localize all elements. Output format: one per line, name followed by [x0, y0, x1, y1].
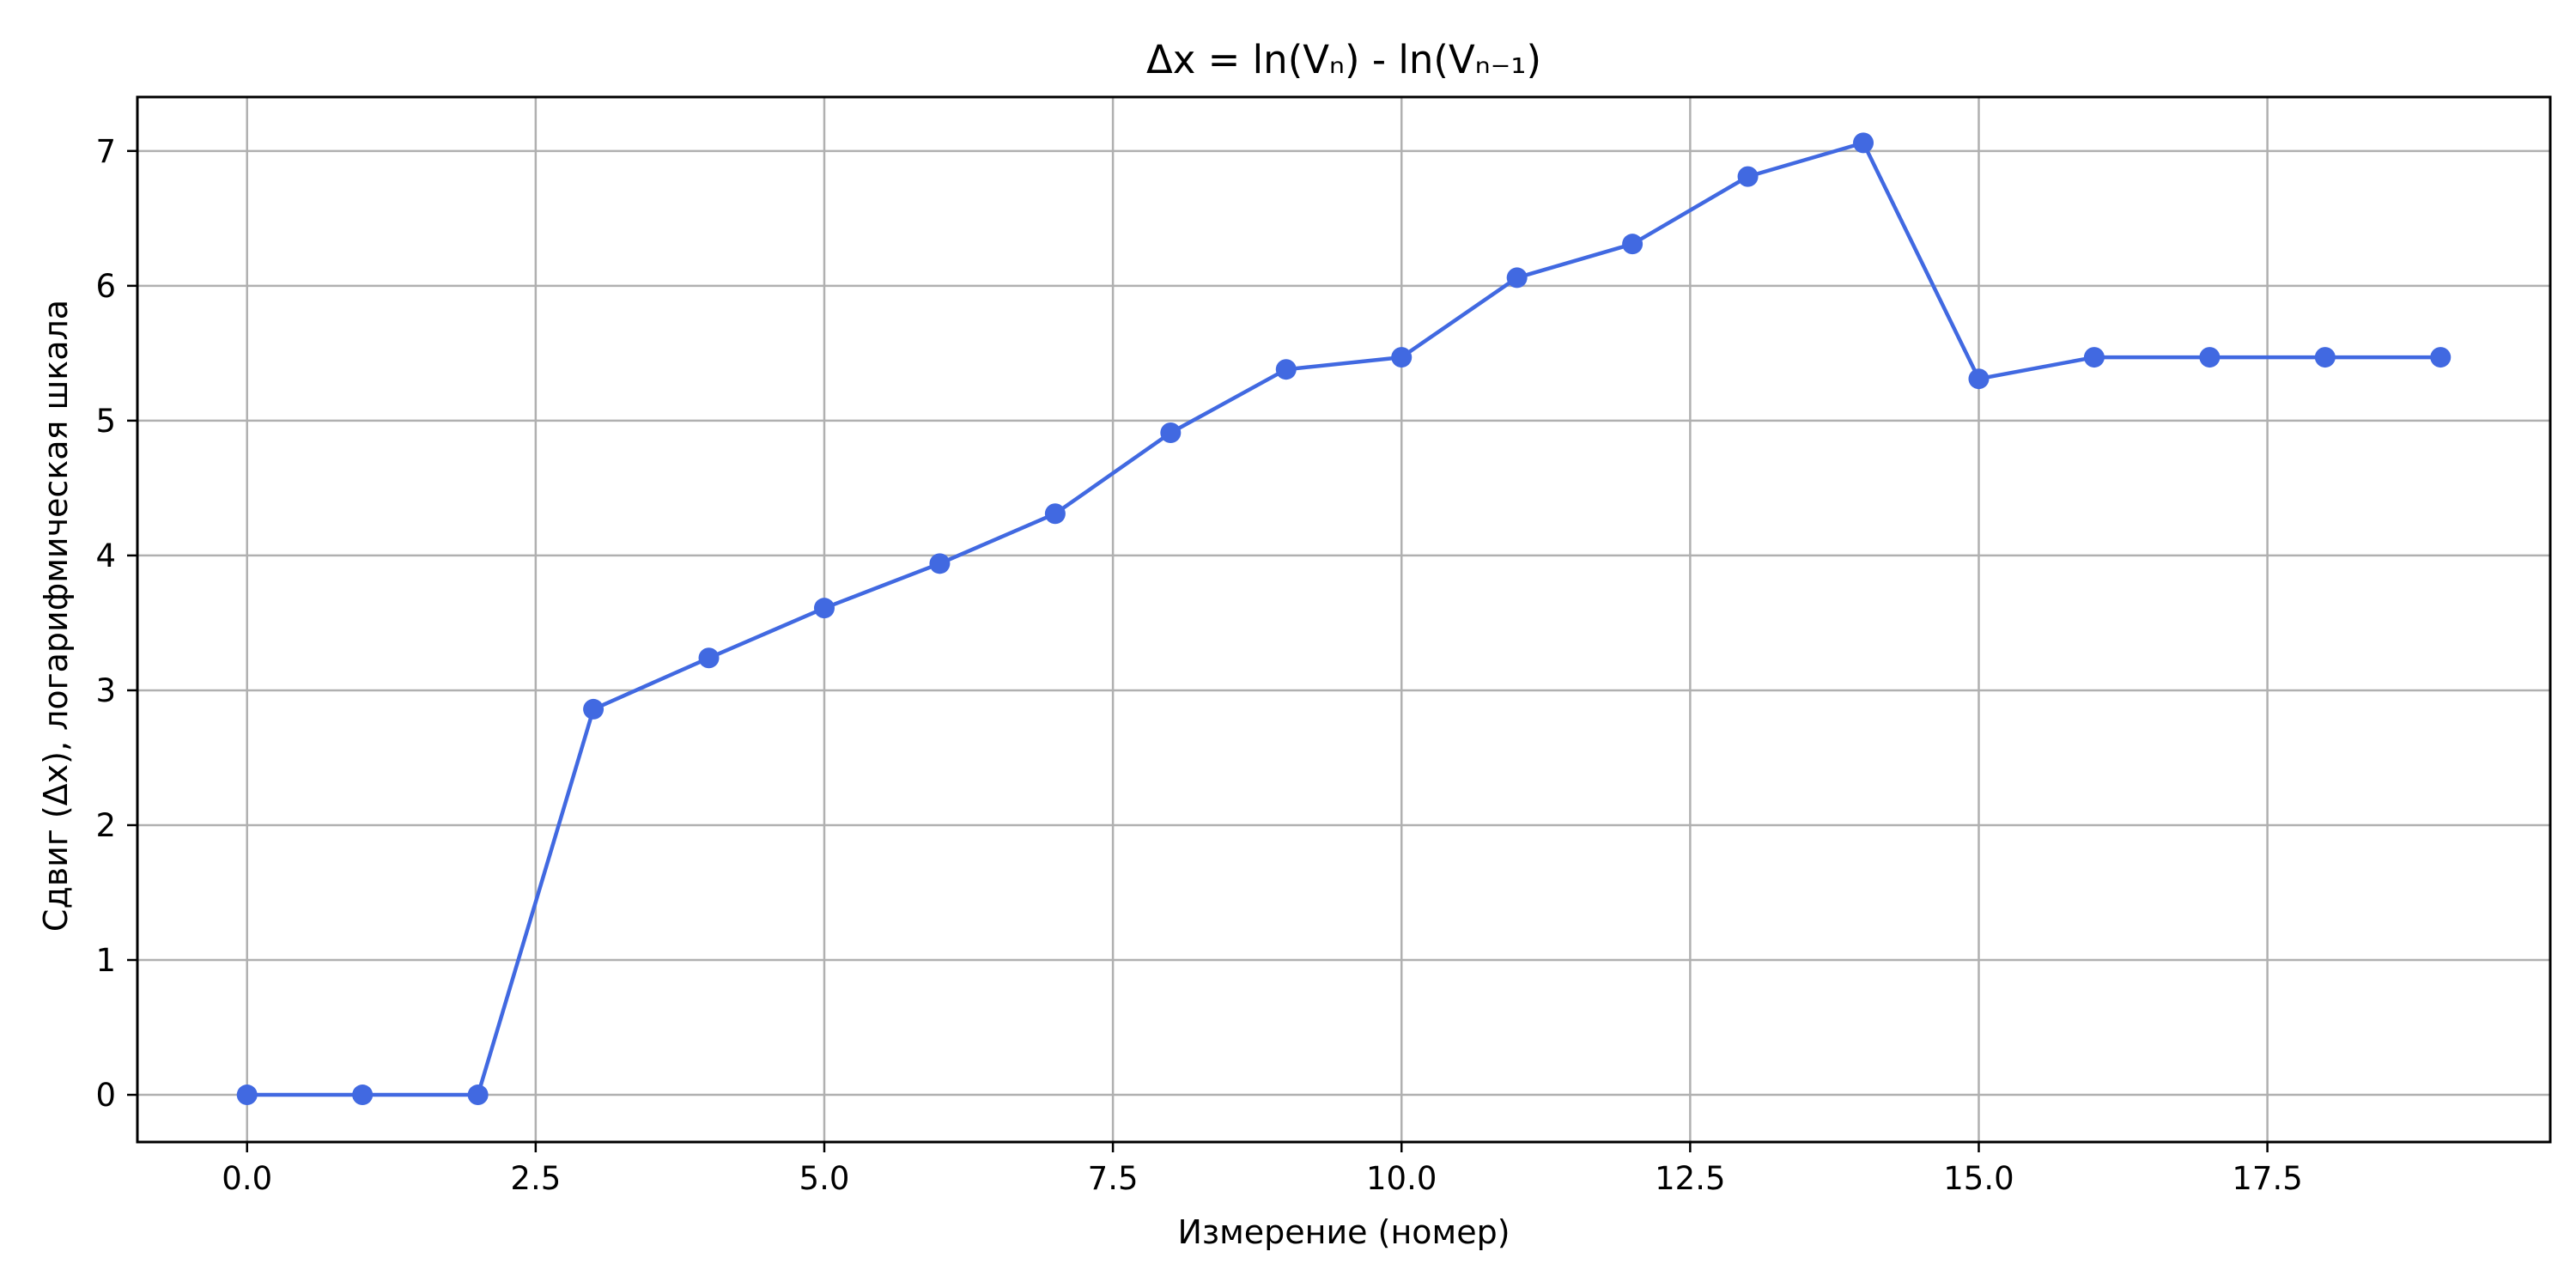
data-point — [1968, 368, 1990, 390]
y-axis-label: Сдвиг (Δx), логарифмическая шкала — [37, 300, 75, 932]
plot-frame — [136, 95, 2552, 1144]
y-tick-label: 6 — [95, 268, 116, 305]
y-tick-label: 3 — [95, 672, 116, 709]
x-axis-ticks: 0.0 2.5 5.0 7.5 10.0 12.5 15.0 17.5 — [222, 1142, 2303, 1197]
x-tick-label: 12.5 — [1655, 1160, 1725, 1197]
y-tick-label: 0 — [95, 1077, 116, 1114]
data-point — [467, 1084, 489, 1106]
chart-title: Δx = ln(Vₙ) - ln(Vₙ₋₁) — [1146, 37, 1541, 82]
data-point — [1391, 347, 1413, 368]
data-point — [352, 1084, 374, 1106]
data-point — [698, 647, 720, 669]
data-point — [1737, 166, 1759, 187]
y-tick-label: 4 — [95, 538, 116, 574]
x-tick-label: 17.5 — [2232, 1160, 2302, 1197]
data-point — [583, 698, 605, 720]
x-tick-label: 5.0 — [799, 1160, 850, 1197]
data-point — [2199, 347, 2221, 368]
y-tick-label: 1 — [95, 942, 116, 979]
y-tick-label: 2 — [95, 807, 116, 844]
data-point — [1506, 267, 1528, 289]
data-point — [2430, 347, 2451, 368]
grid — [137, 97, 2550, 1142]
data-point — [1853, 132, 1874, 154]
data-point — [1622, 234, 1643, 255]
data-point — [236, 1084, 258, 1106]
y-tick-label: 7 — [95, 133, 116, 170]
data-point — [2083, 347, 2105, 368]
x-tick-label: 7.5 — [1088, 1160, 1139, 1197]
data-point — [1275, 359, 1297, 380]
x-tick-label: 10.0 — [1366, 1160, 1437, 1197]
x-tick-label: 15.0 — [1943, 1160, 2014, 1197]
y-axis-ticks: 0 1 2 3 4 5 6 7 — [95, 133, 137, 1114]
x-tick-label: 2.5 — [510, 1160, 561, 1197]
x-axis-label: Измерение (номер) — [1177, 1213, 1510, 1251]
series-line — [246, 141, 2441, 1097]
x-tick-label: 0.0 — [222, 1160, 272, 1197]
data-point — [1160, 422, 1182, 444]
data-point — [929, 553, 951, 574]
data-point — [2314, 347, 2336, 368]
y-tick-label: 5 — [95, 403, 116, 440]
series-layer — [236, 132, 2451, 1106]
data-point — [813, 598, 835, 619]
data-point — [1044, 503, 1066, 525]
